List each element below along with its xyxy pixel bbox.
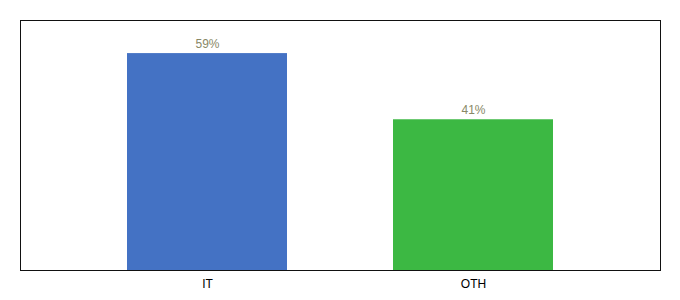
svg-text:OTH: OTH [461,277,486,291]
svg-text:IT: IT [202,277,213,291]
svg-text:59%: 59% [195,37,219,51]
svg-text:41%: 41% [461,103,485,117]
